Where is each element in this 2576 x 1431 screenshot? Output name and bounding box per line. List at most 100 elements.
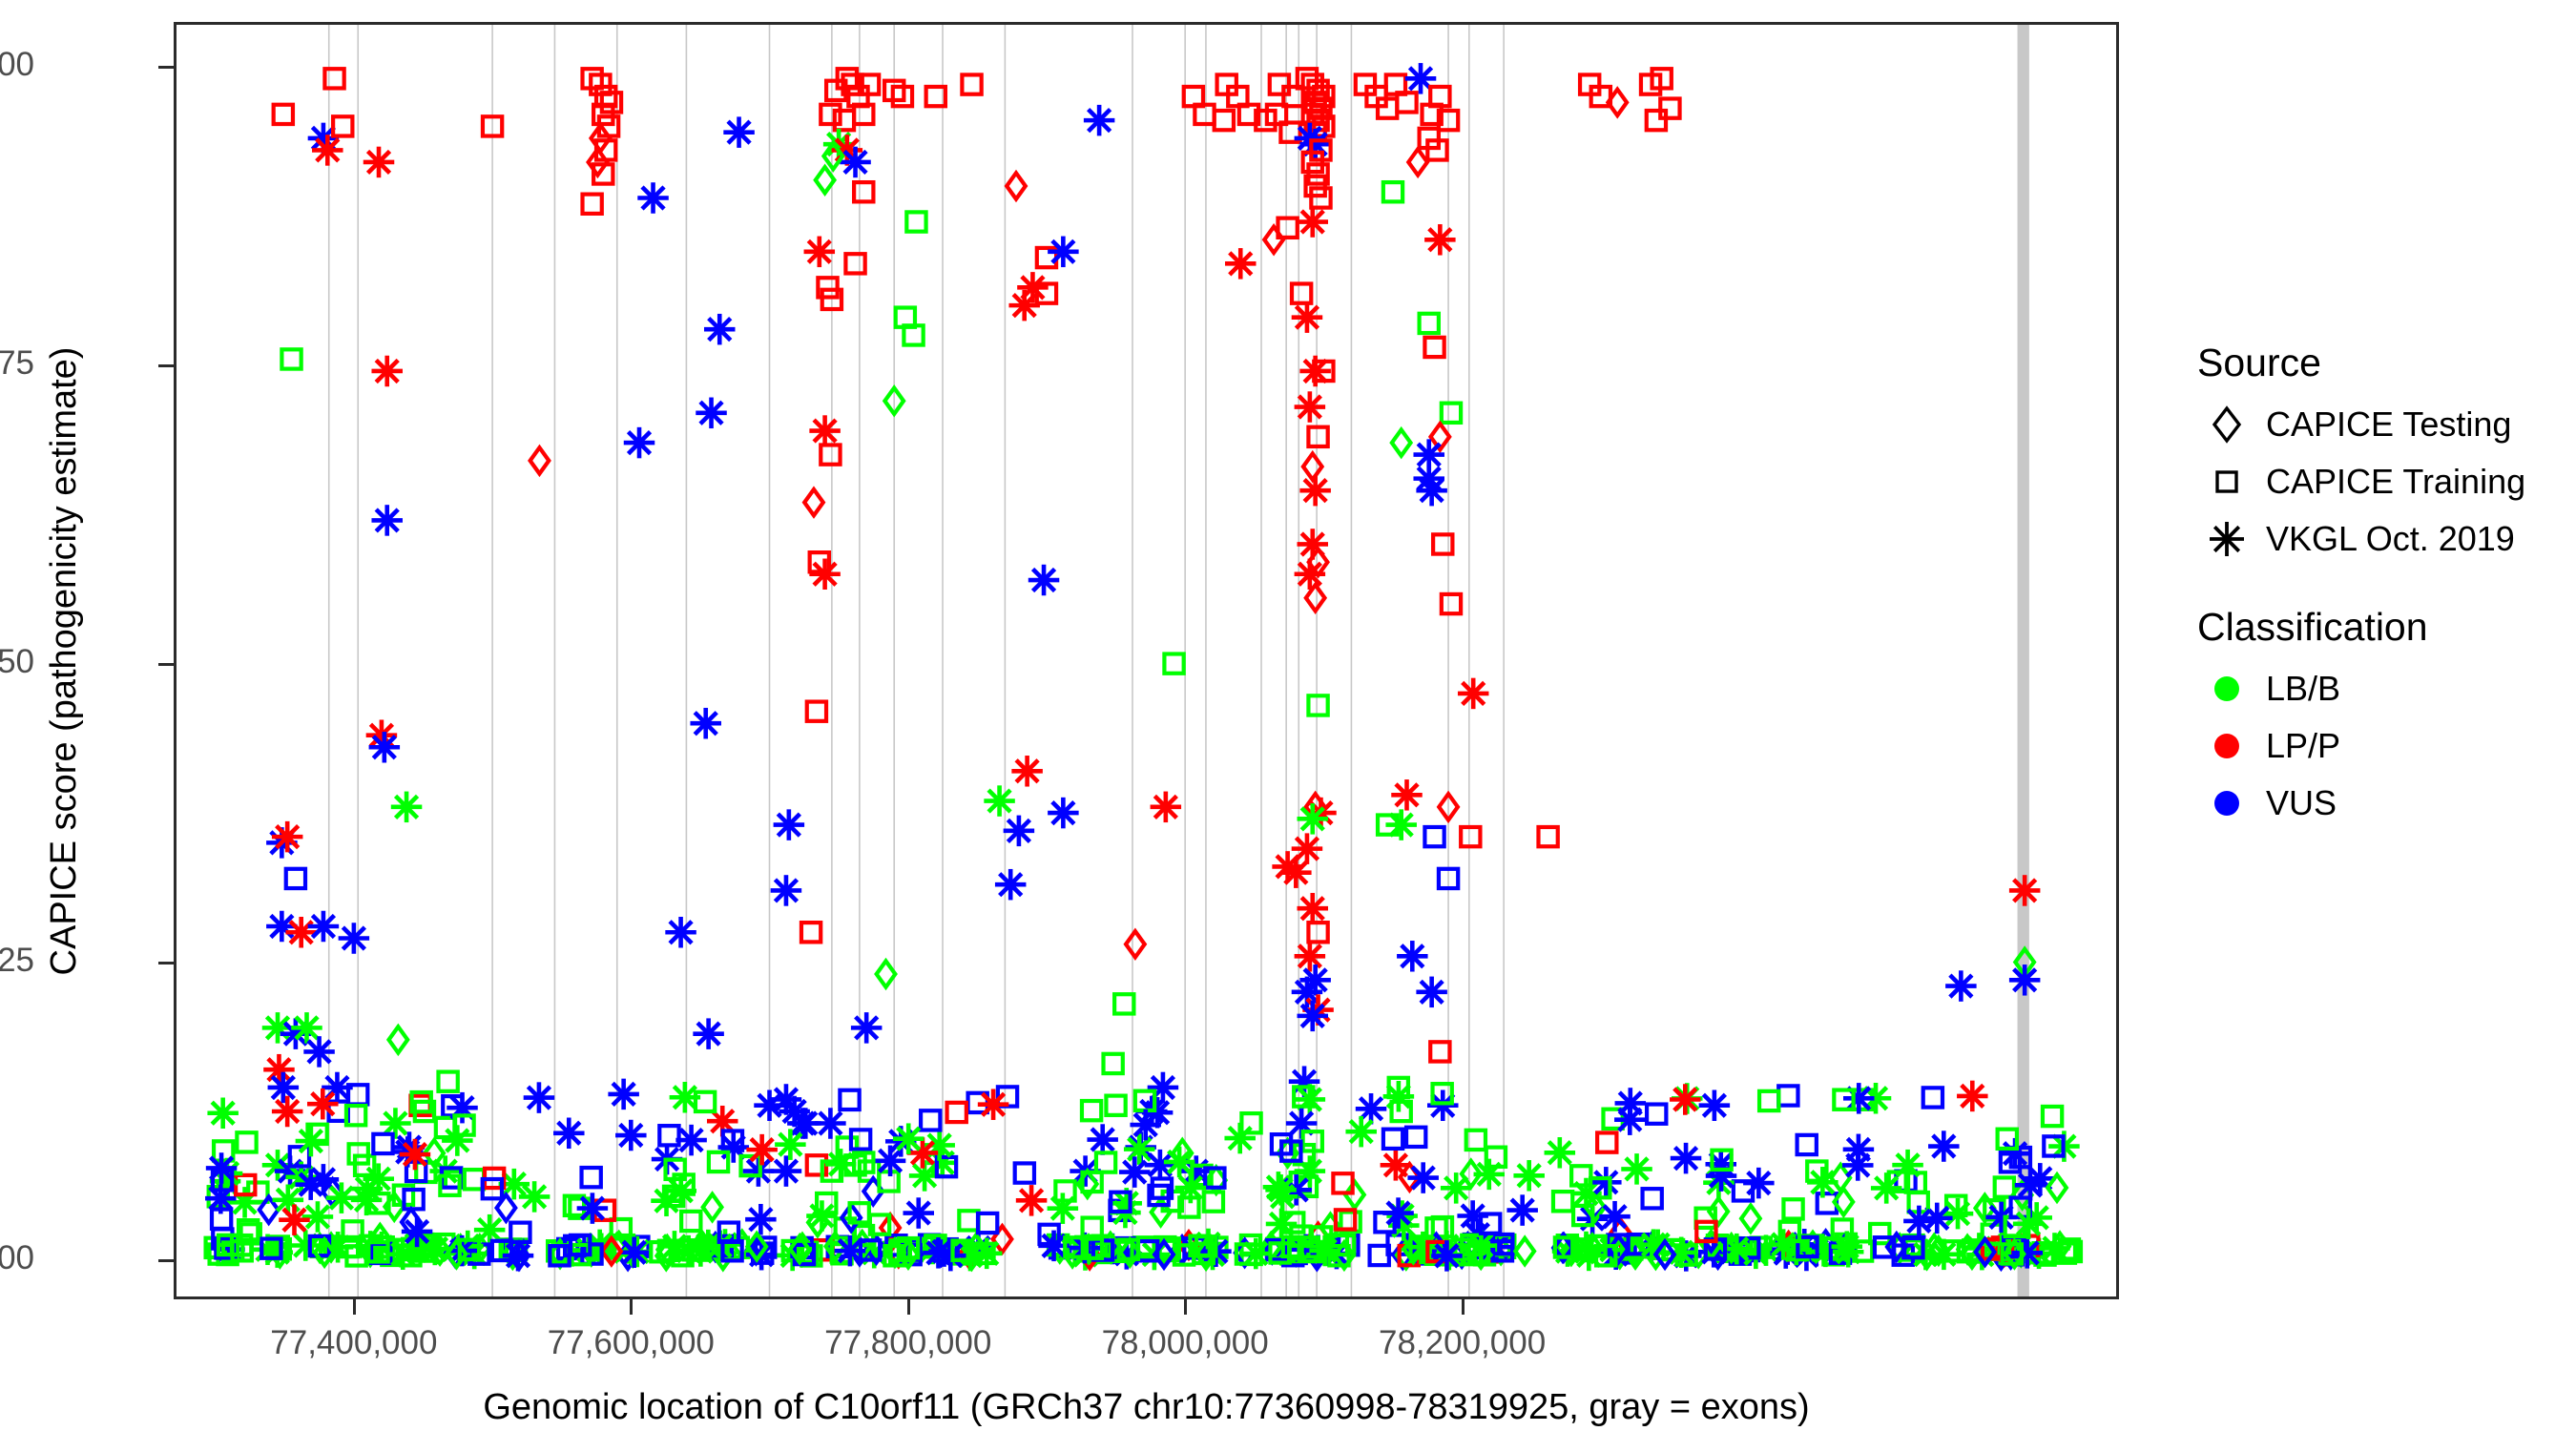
exon-band xyxy=(2017,25,2029,1296)
point-square-marker xyxy=(280,347,303,371)
point-asterisk-marker xyxy=(303,1036,335,1068)
point-asterisk-marker xyxy=(809,558,841,591)
legend-item-vus[interactable]: VUS xyxy=(2197,775,2576,832)
point-asterisk-marker xyxy=(1174,1172,1207,1204)
point-diamond-marker xyxy=(744,1230,769,1263)
circle-icon xyxy=(2214,734,2239,758)
point-asterisk-marker xyxy=(338,923,370,954)
point-asterisk-marker xyxy=(1404,63,1437,94)
legend-item-lb-b[interactable]: LB/B xyxy=(2197,660,2576,717)
point-square-marker xyxy=(1776,1084,1800,1108)
point-square-marker xyxy=(957,1209,981,1233)
point-square-marker xyxy=(1423,824,1446,849)
point-asterisk-marker xyxy=(1767,1229,1799,1260)
point-square-marker xyxy=(1584,1234,1608,1258)
point-square-marker xyxy=(366,1240,390,1264)
point-diamond-marker xyxy=(821,139,845,173)
point-square-marker xyxy=(1423,335,1446,360)
point-asterisk-marker xyxy=(325,1182,358,1213)
point-square-marker xyxy=(1093,1151,1118,1174)
point-square-marker xyxy=(1254,108,1278,133)
point-asterisk-marker xyxy=(745,1203,777,1235)
point-square-marker xyxy=(1536,824,1560,849)
point-square-marker xyxy=(852,1151,876,1174)
legend-item-lp-p[interactable]: LP/P xyxy=(2197,717,2576,775)
point-square-marker xyxy=(1644,1102,1669,1126)
point-asterisk-marker xyxy=(1048,236,1079,268)
point-square-marker xyxy=(1710,1148,1734,1172)
point-square-marker xyxy=(924,84,948,109)
point-square-marker xyxy=(1080,1170,1104,1194)
point-square-marker xyxy=(1276,216,1299,240)
point-square-marker xyxy=(235,1130,259,1154)
point-asterisk-marker xyxy=(2012,1208,2045,1240)
point-asterisk-marker xyxy=(850,1012,883,1044)
point-square-marker xyxy=(305,1122,329,1147)
point-asterisk-marker xyxy=(1957,1080,1988,1112)
point-square-marker xyxy=(720,1129,745,1152)
legend-item-capice-training[interactable]: CAPICE Training xyxy=(2197,453,2576,510)
point-asterisk-marker xyxy=(775,1129,806,1160)
point-square-marker xyxy=(2053,1241,2078,1265)
point-asterisk-marker xyxy=(295,1169,326,1200)
point-diamond-marker xyxy=(385,1023,410,1057)
y-axis-title: CAPICE score (pathogenicity estimate) xyxy=(44,346,84,975)
point-diamond-marker xyxy=(787,1233,812,1266)
point-asterisk-marker xyxy=(970,1237,1003,1270)
point-asterisk-marker xyxy=(307,910,340,943)
point-square-marker xyxy=(1921,1086,1945,1110)
point-asterisk-marker xyxy=(1224,248,1257,280)
legend-title-classification: Classification xyxy=(2197,605,2428,649)
point-square-marker xyxy=(1289,281,1314,305)
point-square-marker xyxy=(1012,1161,1037,1185)
legend-item-capice-testing[interactable]: CAPICE Testing xyxy=(2197,396,2576,453)
point-asterisk-marker xyxy=(615,1119,647,1151)
point-square-marker xyxy=(1267,73,1292,96)
point-asterisk-marker xyxy=(1440,1172,1472,1204)
point-diamond-marker xyxy=(1300,449,1325,484)
point-square-marker xyxy=(1756,1089,1781,1113)
point-asterisk-marker xyxy=(1942,1197,1974,1230)
point-diamond-marker xyxy=(805,1206,830,1239)
point-square-marker xyxy=(852,179,876,204)
point-square-marker xyxy=(843,252,867,276)
legend-label: CAPICE Testing xyxy=(2266,404,2512,444)
point-square-marker xyxy=(1281,84,1305,109)
point-asterisk-marker xyxy=(368,731,401,763)
point-asterisk-marker xyxy=(1614,1104,1646,1135)
point-square-marker xyxy=(1694,1219,1718,1244)
scatter-plot-svg xyxy=(203,25,2084,1296)
legend-label: VKGL Oct. 2019 xyxy=(2266,519,2515,558)
point-square-marker xyxy=(1292,1143,1317,1167)
point-square-marker xyxy=(480,1176,505,1201)
point-square-marker xyxy=(562,1193,587,1218)
point-asterisk-marker xyxy=(295,1125,327,1157)
point-square-marker xyxy=(807,550,832,574)
point-asterisk-marker xyxy=(263,1053,295,1086)
point-square-marker xyxy=(1306,694,1330,717)
point-asterisk-marker xyxy=(1291,301,1323,333)
point-asterisk-marker xyxy=(271,1095,303,1128)
point-square-marker xyxy=(1201,1190,1226,1213)
legend-item-vkgl-oct-2019[interactable]: VKGL Oct. 2019 xyxy=(2197,510,2576,568)
legend-key xyxy=(2197,717,2256,775)
point-asterisk-marker xyxy=(371,355,403,387)
point-asterisk-marker xyxy=(1928,1130,1960,1162)
legend-label: CAPICE Training xyxy=(2266,462,2526,501)
point-diamond-marker xyxy=(1828,1161,1853,1194)
point-asterisk-marker xyxy=(371,505,403,536)
point-asterisk-marker xyxy=(576,1192,609,1224)
point-square-marker xyxy=(1306,162,1330,186)
point-diamond-marker xyxy=(1149,1195,1173,1229)
point-asterisk-marker xyxy=(1945,970,1977,1002)
point-square-marker xyxy=(1333,1208,1358,1232)
point-square-marker xyxy=(1777,1219,1802,1244)
diamond-icon xyxy=(2212,405,2242,444)
y-tick-mark xyxy=(158,662,174,666)
point-square-marker xyxy=(1781,1197,1805,1221)
y-tick-label: 0.75 xyxy=(0,343,34,382)
point-asterisk-marker xyxy=(977,1089,1009,1120)
square-icon xyxy=(2215,470,2238,493)
point-asterisk-marker xyxy=(1297,892,1329,924)
point-asterisk-marker xyxy=(1087,1124,1118,1155)
